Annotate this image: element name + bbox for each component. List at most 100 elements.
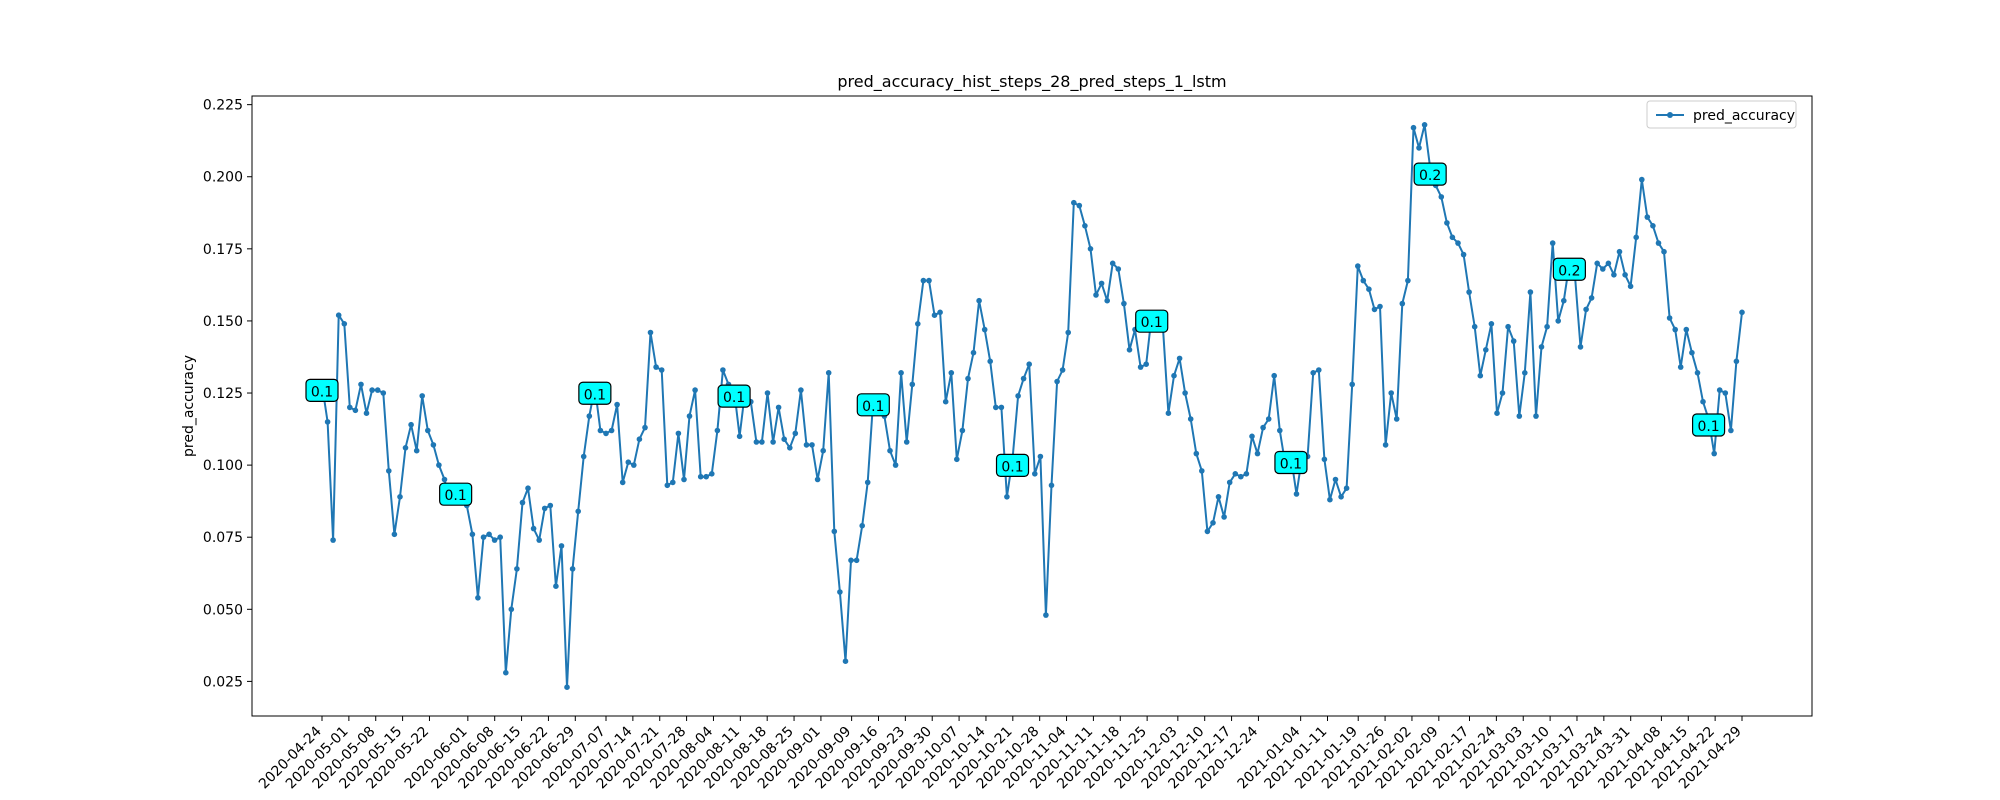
data-point: [1316, 367, 1322, 373]
data-point: [1522, 370, 1528, 376]
data-point: [1048, 482, 1055, 489]
data-point: [981, 326, 988, 333]
data-point: [1388, 390, 1394, 396]
data-point: [503, 669, 509, 676]
data-point: [1277, 427, 1283, 434]
data-point: [959, 427, 966, 434]
annotation-box: [1691, 413, 1726, 437]
data-point: [1416, 145, 1422, 151]
data-point: [330, 537, 336, 543]
data-point: [386, 468, 392, 474]
plot-area: 0.025 0.050 0.075 0.100 0.125 0.150 0.175 0.200…: [203, 95, 1813, 792]
annotation-label: 0.1: [1280, 456, 1302, 472]
data-point: [1215, 494, 1222, 500]
data-point: [1455, 240, 1461, 246]
data-point: [759, 439, 765, 445]
data-point: [753, 439, 760, 445]
annotation-box: [1413, 162, 1447, 186]
annotation-box: [1552, 257, 1586, 281]
legend-box: [1646, 100, 1797, 129]
data-point: [619, 479, 626, 486]
y-tick-label: 0.100: [203, 458, 243, 474]
data-point: [1020, 375, 1027, 382]
y-tick-label: 0.075: [203, 530, 243, 546]
data-point: [1639, 176, 1645, 183]
data-point: [1739, 309, 1745, 316]
data-point: [1115, 266, 1122, 272]
data-point: [1549, 240, 1556, 246]
data-point: [1071, 199, 1077, 206]
data-point: [1633, 234, 1639, 241]
data-point: [1700, 398, 1706, 405]
data-point: [1605, 260, 1612, 267]
data-point: [547, 502, 554, 509]
data-point: [1650, 223, 1656, 229]
data-point: [1616, 248, 1623, 255]
data-point: [380, 390, 387, 396]
data-point: [1232, 471, 1239, 477]
data-point: [1182, 390, 1188, 396]
data-point: [993, 404, 999, 411]
y-tick-label: 0.150: [203, 314, 243, 330]
series-line: [321, 123, 1743, 689]
data-point: [1510, 338, 1517, 344]
data-point: [887, 447, 893, 454]
data-point: [915, 321, 921, 327]
data-point: [1093, 292, 1099, 298]
data-point: [703, 473, 709, 480]
data-point: [603, 430, 609, 437]
data-point: [1561, 297, 1567, 304]
data-point: [987, 358, 993, 365]
data-point: [825, 370, 832, 376]
data-point: [1187, 416, 1194, 422]
data-point: [681, 476, 687, 483]
data-point: [1499, 390, 1506, 396]
data-point: [1037, 453, 1044, 460]
data-point: [1716, 387, 1723, 393]
data-point: [1371, 306, 1378, 313]
data-point: [597, 427, 604, 434]
data-point: [642, 424, 648, 431]
data-point: [536, 537, 542, 543]
data-point: [920, 277, 927, 284]
data-point: [1321, 456, 1328, 463]
data-point: [1583, 306, 1589, 313]
data-point: [864, 479, 871, 486]
y-tick-label: 0.125: [203, 386, 243, 402]
data-point: [1015, 393, 1021, 399]
data-point: [1694, 370, 1701, 376]
data-point: [1349, 381, 1355, 388]
data-point: [525, 485, 531, 492]
data-point: [820, 447, 826, 454]
data-point: [1627, 283, 1634, 290]
data-point: [1672, 326, 1678, 333]
annotation-box: [305, 378, 339, 402]
data-point: [608, 427, 615, 434]
data-point: [1210, 520, 1216, 526]
data-point: [514, 566, 520, 572]
data-point: [1533, 413, 1539, 419]
data-point: [408, 421, 414, 428]
data-point: [1677, 364, 1684, 370]
annotation-label: 0.1: [1697, 419, 1719, 435]
data-point: [1026, 361, 1032, 368]
data-point: [709, 471, 715, 477]
data-point: [848, 557, 854, 564]
data-point: [363, 410, 370, 417]
data-point: [1004, 494, 1010, 500]
data-point: [1421, 122, 1428, 128]
data-point: [647, 329, 654, 336]
data-point: [1644, 214, 1651, 220]
data-point: [926, 277, 932, 284]
data-point: [697, 473, 704, 480]
annotation-label: 0.1: [862, 399, 884, 415]
y-tick-label: 0.200: [203, 170, 243, 186]
data-point: [970, 349, 977, 356]
data-point: [1410, 124, 1417, 131]
data-point: [569, 566, 576, 572]
annotation-label: 0.2: [1558, 263, 1580, 279]
y-tick-label: 0.050: [203, 602, 243, 618]
data-point: [480, 534, 487, 540]
data-point: [1204, 528, 1211, 535]
data-point: [1165, 410, 1172, 417]
